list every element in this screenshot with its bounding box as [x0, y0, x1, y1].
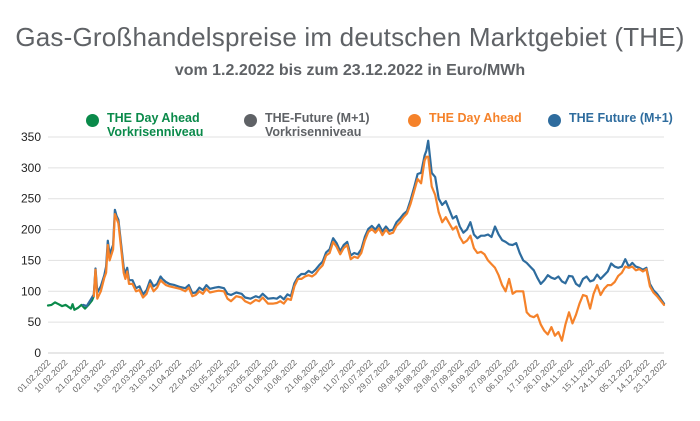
legend-item-day-ahead-vorkrise[interactable]: THE Day Ahead Vorkrisenniveau [86, 111, 203, 139]
legend-marker-dot [86, 114, 99, 127]
legend-label: THE Day Ahead [107, 111, 200, 125]
legend-label: Vorkrisenniveau [265, 125, 362, 139]
chart-subtitle: vom 1.2.2022 bis zum 23.12.2022 in Euro/… [174, 62, 526, 79]
series-line-the-day-ahead[interactable] [92, 155, 666, 342]
y-tick-label: 50 [28, 315, 42, 329]
y-tick-label: 200 [21, 223, 41, 237]
chart-title: Gas-Großhandelspreise im deutschen Markt… [15, 22, 685, 52]
y-tick-label: 100 [21, 284, 41, 298]
legend-item-future[interactable]: THE Future (M+1) [548, 111, 673, 127]
legend-label: THE Day Ahead [429, 111, 522, 125]
y-tick-label: 250 [21, 192, 41, 206]
legend-marker-dot [244, 114, 257, 127]
gridlines [48, 136, 664, 354]
legend-marker-dot [548, 114, 561, 127]
x-axis: 01.02.202210.02.202221.02.202202.03.2022… [15, 357, 668, 394]
y-tick-label: 300 [21, 161, 41, 175]
y-tick-label: 150 [21, 253, 41, 267]
y-tick-label: 0 [34, 346, 41, 360]
plot-lines [46, 139, 666, 342]
legend-item-day-ahead[interactable]: THE Day Ahead [408, 111, 522, 127]
legend-label: THE Future (M+1) [569, 111, 673, 125]
y-tick-label: 350 [21, 130, 41, 144]
series-line-the-day-ahead-vorkrisenniveau[interactable] [46, 295, 95, 311]
legend-label: THE-Future (M+1) [265, 111, 370, 125]
legend-label: Vorkrisenniveau [107, 125, 204, 139]
legend-marker-dot [408, 114, 421, 127]
legend-item-future-vorkrise[interactable]: THE-Future (M+1) Vorkrisenniveau [244, 111, 370, 139]
series-line-the-future-m-1-[interactable] [82, 139, 666, 308]
y-axis: 0 50 100 150 200 250 300 350 [21, 130, 41, 360]
